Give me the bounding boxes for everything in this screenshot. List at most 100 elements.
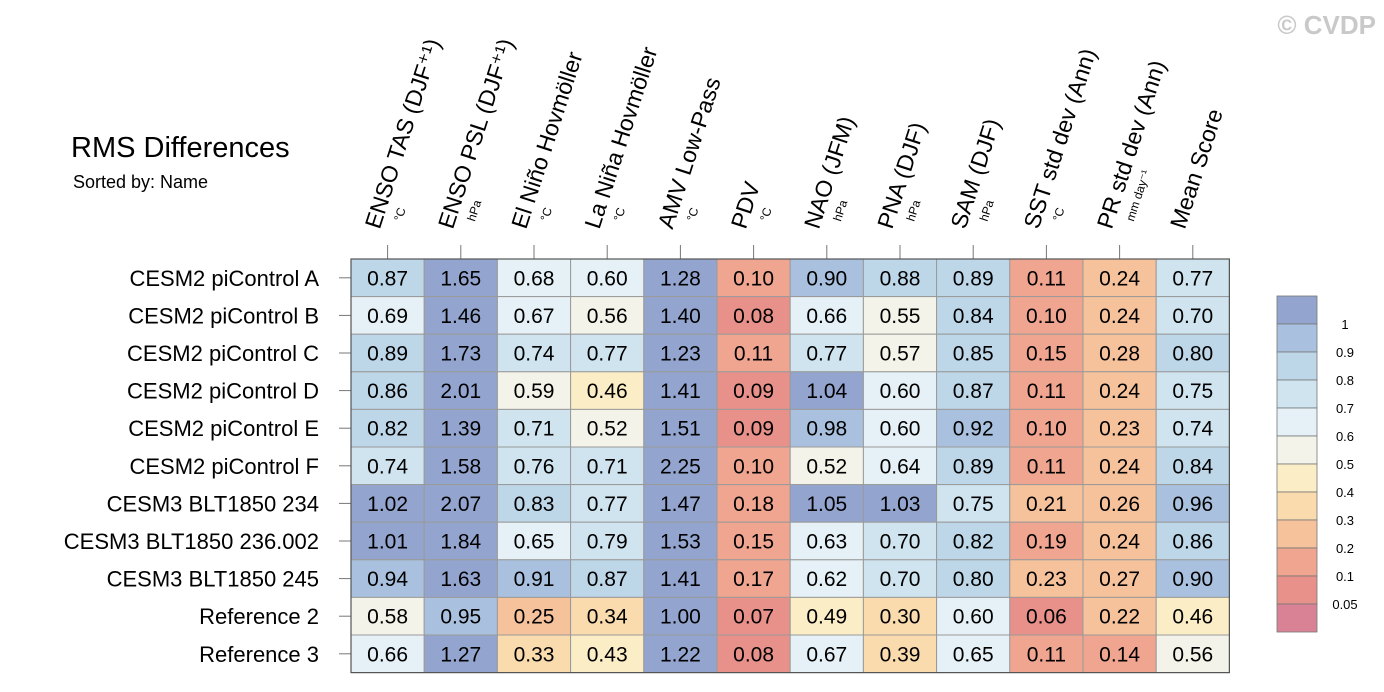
cell-value: 0.22 — [1099, 606, 1140, 629]
cell-value: 0.24 — [1099, 305, 1140, 328]
heatmap-cell — [716, 408, 791, 448]
legend-label: 1 — [1341, 317, 1348, 332]
legend-swatch — [1276, 295, 1318, 325]
cell-value: 0.87 — [953, 380, 994, 403]
cell-value: 0.82 — [367, 418, 408, 441]
column-unit-label: hPa — [830, 198, 850, 223]
cell-value: 0.60 — [953, 606, 994, 629]
legend-swatch — [1276, 379, 1318, 409]
legend-swatch — [1276, 519, 1318, 549]
row-labels: CESM2 piControl A CESM2 piControl B CESM2 … — [64, 266, 351, 667]
row-label: CESM3 BLT1850 236.002 — [64, 529, 319, 554]
cell-value: 0.64 — [880, 455, 921, 478]
column-unit-label: °C — [611, 205, 629, 222]
row-label: CESM2 piControl C — [127, 341, 319, 366]
cell-value: 0.10 — [1026, 418, 1067, 441]
cell-value: 1.41 — [660, 568, 701, 591]
color-legend: 1 0.9 0.8 0.7 0.6 0.5 0.4 0.3 0.2 0.1 0.05 — [1276, 295, 1358, 633]
heatmap-cell — [496, 371, 572, 410]
heatmap-cell — [496, 446, 572, 486]
cell-value: 0.46 — [1172, 606, 1213, 629]
cell-value: 0.91 — [514, 568, 555, 591]
legend-label: 0.7 — [1336, 401, 1354, 416]
cell-value: 0.67 — [806, 643, 847, 666]
cell-value: 0.70 — [880, 531, 921, 554]
cell-value: 0.08 — [733, 643, 774, 666]
cell-value: 1.41 — [660, 380, 701, 403]
cell-value: 0.85 — [953, 343, 994, 366]
heatmap-cell — [936, 596, 1011, 636]
heatmap-cell — [1155, 446, 1230, 486]
row-label: CESM3 BLT1850 245 — [107, 567, 319, 592]
heatmap-cell — [936, 484, 1011, 523]
heatmap-cell — [496, 596, 572, 636]
heatmap-cell — [1082, 559, 1157, 598]
column-labels: ENSO TAS (DJF⁺¹)°C ENSO PSL (DJF⁺¹)hPa El … — [360, 35, 1228, 259]
heatmap-cell — [936, 408, 1011, 448]
cell-value: 0.06 — [1026, 606, 1067, 629]
cell-value: 2.25 — [660, 455, 701, 478]
heatmap-cell — [350, 296, 425, 335]
cell-value: 0.89 — [953, 455, 994, 478]
cell-value: 0.74 — [367, 455, 408, 478]
heatmap-cell — [789, 296, 864, 335]
cell-value: 0.52 — [806, 455, 847, 478]
cell-value: 1.40 — [660, 305, 701, 328]
heatmap-cell — [1009, 408, 1084, 448]
heatmap-cell — [570, 296, 645, 335]
cell-value: 0.87 — [367, 267, 408, 290]
heatmap-cell — [789, 559, 864, 598]
cell-value: 0.11 — [1027, 643, 1066, 666]
cell-value: 0.83 — [514, 493, 555, 516]
cell-value: 0.15 — [733, 531, 774, 554]
cell-value: 0.89 — [953, 267, 994, 290]
cell-value: 0.57 — [880, 343, 921, 366]
cell-value: 1.27 — [440, 643, 481, 666]
legend-label: 0.8 — [1336, 373, 1354, 388]
heatmap-cell — [716, 521, 791, 561]
heatmap-cell — [1155, 596, 1230, 636]
column-unit-label: hPa — [977, 198, 997, 223]
legend-label: 0.4 — [1336, 485, 1354, 500]
cell-value: 0.66 — [806, 305, 847, 328]
heatmap-cell — [350, 596, 425, 636]
cell-value: 1.63 — [440, 568, 481, 591]
column-unit-label: °C — [1050, 205, 1068, 222]
row-label: CESM2 piControl B — [128, 303, 319, 328]
heatmap-cell — [716, 484, 791, 523]
heatmap-cell — [643, 371, 718, 410]
heatmap-cell — [423, 634, 498, 674]
cell-value: 1.02 — [367, 493, 408, 516]
cell-value: 0.11 — [734, 343, 773, 366]
chart-subtitle: Sorted by: Name — [73, 172, 208, 192]
column-label: El Niño Hovmöller — [506, 48, 588, 231]
cell-value: 0.25 — [514, 606, 555, 629]
cell-value: 0.66 — [367, 643, 408, 666]
column-label: Mean Score — [1165, 106, 1228, 232]
legend-label: 0.6 — [1336, 429, 1354, 444]
heatmap-cell — [570, 634, 645, 674]
heatmap-cell — [862, 296, 938, 335]
cell-value: 0.82 — [953, 531, 994, 554]
heatmap-cell — [1155, 559, 1230, 598]
cell-value: 0.43 — [587, 643, 628, 666]
legend-swatch — [1276, 407, 1318, 437]
cell-value: 0.26 — [1099, 493, 1140, 516]
cell-value: 0.80 — [1172, 343, 1213, 366]
heatmap-cell — [423, 596, 498, 636]
heatmap-cell — [423, 559, 498, 598]
column-unit-label: °C — [391, 205, 409, 222]
cell-value: 0.87 — [587, 568, 628, 591]
cell-value: 0.74 — [514, 343, 555, 366]
row-label: CESM2 piControl F — [129, 454, 319, 479]
cell-value: 0.84 — [953, 305, 994, 328]
cell-value: 0.65 — [953, 643, 994, 666]
cell-value: 0.09 — [733, 380, 774, 403]
legend-label: 0.2 — [1336, 541, 1354, 556]
cell-value: 0.60 — [880, 418, 921, 441]
cell-value: 0.30 — [880, 606, 921, 629]
cell-value: 0.27 — [1099, 568, 1140, 591]
cell-value: 0.58 — [367, 606, 408, 629]
heatmap-cell — [570, 521, 645, 561]
